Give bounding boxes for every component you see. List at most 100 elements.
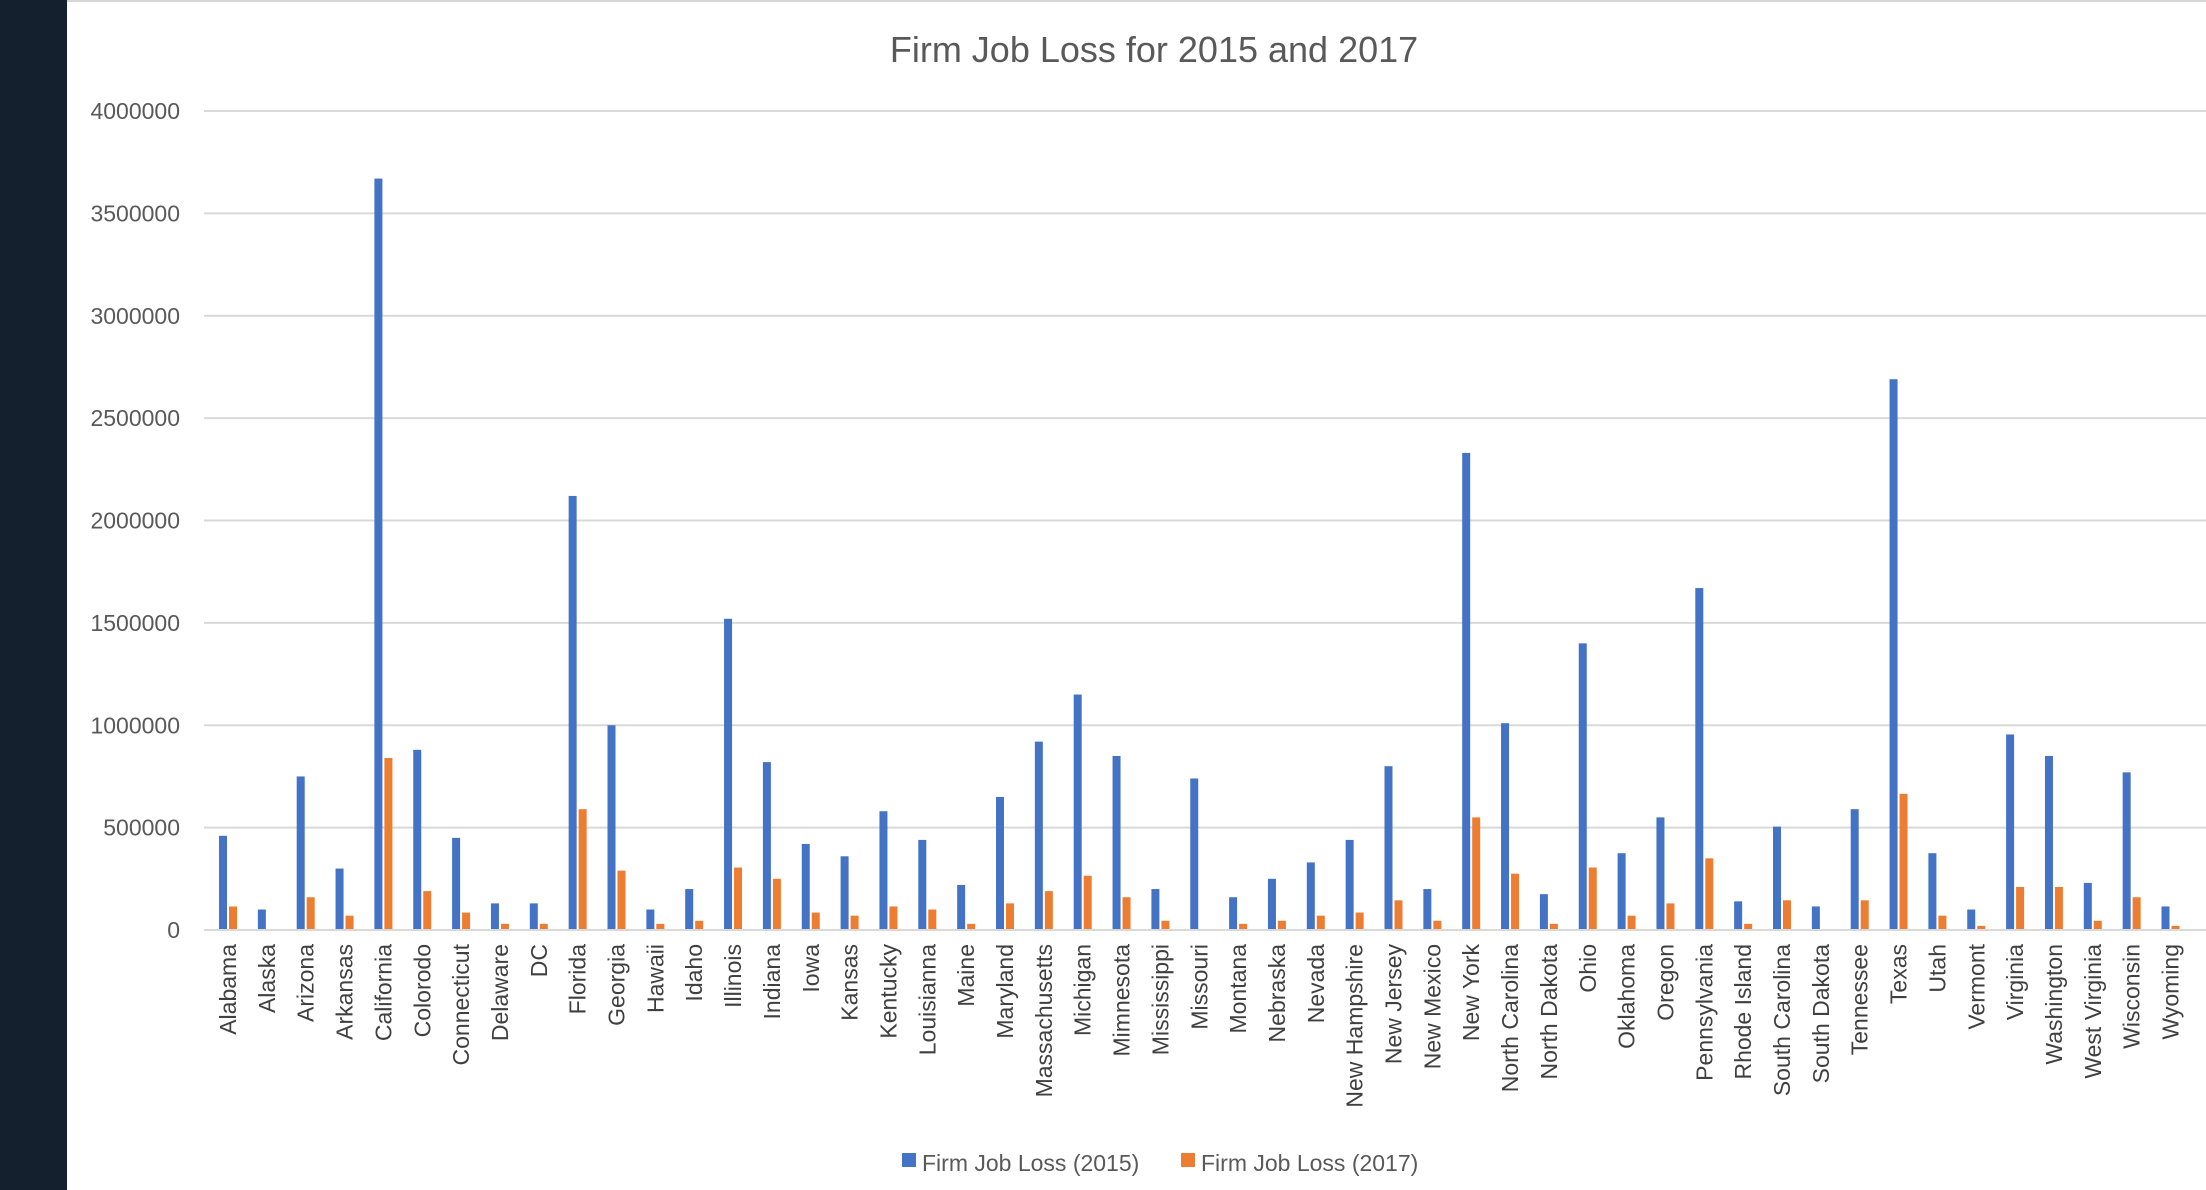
bar-2017: [618, 871, 626, 930]
bar-2015: [918, 840, 926, 930]
bar-2017: [346, 916, 354, 930]
bar-2015: [763, 762, 771, 930]
legend-label-2017: Firm Job Loss (2017): [1201, 1150, 1418, 1176]
x-axis-category-labels: Alabama Alaska Arizona Arkansas California Co…: [215, 943, 2184, 1107]
x-category-label: New Jersey: [1381, 944, 1407, 1065]
bar-2015: [996, 797, 1004, 930]
bar-2017: [928, 910, 936, 930]
bar-2015: [1035, 742, 1043, 930]
x-category-label: Virginia: [2002, 944, 2028, 1020]
bar-2017: [462, 913, 470, 930]
bar-2015: [802, 844, 810, 930]
x-category-label: South Carolina: [1769, 944, 1795, 1096]
bar-2015: [413, 750, 421, 930]
bar-2015: [1385, 766, 1393, 930]
bar-2017: [1900, 794, 1908, 930]
bar-2017: [2016, 887, 2024, 930]
y-tick-label: 1500000: [90, 610, 180, 636]
bar-2017: [1783, 900, 1791, 930]
x-category-label: Arkansas: [332, 944, 358, 1040]
bar-2017: [229, 906, 237, 930]
x-category-label: Iowa: [798, 944, 824, 993]
x-category-label: New Mexico: [1419, 944, 1445, 1069]
bar-2017: [1628, 916, 1636, 930]
bar-2017: [812, 913, 820, 930]
bar-2015: [569, 496, 577, 930]
bar-2015: [1695, 588, 1703, 930]
bar-2015: [1773, 827, 1781, 930]
bar-2015: [1151, 889, 1159, 930]
bar-2017: [1084, 876, 1092, 930]
bar-2015: [1618, 853, 1626, 930]
bar-2015: [530, 903, 538, 930]
bar-2015: [2045, 756, 2053, 930]
x-category-label: Delaware: [487, 944, 513, 1041]
y-tick-label: 4000000: [90, 98, 180, 124]
x-category-label: New York: [1458, 944, 1484, 1042]
x-category-label: California: [370, 944, 396, 1041]
bar-2015: [1423, 889, 1431, 930]
x-category-label: Rhode Island: [1730, 944, 1756, 1080]
bar-2017: [1123, 897, 1131, 930]
x-category-label: Ohio: [1575, 944, 1601, 993]
bar-2017: [1395, 900, 1403, 930]
y-tick-label: 0: [167, 917, 180, 943]
bar-2017: [851, 916, 859, 930]
x-category-label: Massachusetts: [1031, 944, 1057, 1097]
bar-2015: [608, 725, 616, 930]
bar-2015: [1501, 723, 1509, 930]
legend-swatch-2017: [1181, 1153, 1195, 1167]
x-category-label: Utah: [1924, 944, 1950, 993]
y-tick-label: 2500000: [90, 405, 180, 431]
bar-2015: [452, 838, 460, 930]
bar-2015: [2006, 734, 2014, 930]
bar-2015: [374, 179, 382, 930]
x-category-label: Nevada: [1303, 944, 1329, 1023]
x-category-label: New Hampshire: [1342, 944, 1368, 1108]
x-category-label: West Virginia: [2080, 944, 2106, 1079]
x-category-label: Mississippi: [1147, 944, 1173, 1055]
x-category-label: Wyoming: [2158, 944, 2184, 1040]
bar-2017: [1433, 921, 1441, 930]
bar-2015: [1656, 817, 1664, 930]
bars: [219, 179, 2180, 930]
bar-2017: [1589, 868, 1597, 930]
x-category-label: Washington: [2041, 944, 2067, 1065]
bar-2017: [773, 879, 781, 930]
bar-2017: [1161, 921, 1169, 930]
bar-2017: [1045, 891, 1053, 930]
bar-2015: [1928, 853, 1936, 930]
bar-2017: [695, 921, 703, 930]
x-category-label: Alabama: [215, 944, 241, 1035]
bar-2017: [1705, 858, 1713, 930]
bar-2015: [2084, 883, 2092, 930]
bar-2017: [1006, 903, 1014, 930]
bar-2015: [336, 869, 344, 930]
bar-2017: [2094, 921, 2102, 930]
bar-2017: [1511, 874, 1519, 930]
x-category-label: North Dakota: [1536, 944, 1562, 1080]
bar-2015: [491, 903, 499, 930]
bar-2015: [646, 910, 654, 930]
bar-2015: [1190, 778, 1198, 930]
legend-label-2015: Firm Job Loss (2015): [922, 1150, 1139, 1176]
bar-2015: [1462, 453, 1470, 930]
bar-2017: [307, 897, 315, 930]
x-category-label: South Dakota: [1808, 944, 1834, 1084]
x-category-label: Georgia: [604, 944, 630, 1026]
x-category-label: Kentucky: [875, 944, 901, 1039]
x-category-label: Kansas: [837, 944, 863, 1021]
y-tick-label: 2000000: [90, 508, 180, 534]
bar-2015: [685, 889, 693, 930]
bar-2015: [1229, 897, 1237, 930]
bar-2015: [2162, 906, 2170, 930]
bar-2017: [1666, 903, 1674, 930]
legend-swatch-2015: [902, 1153, 916, 1167]
bar-2015: [724, 619, 732, 930]
bar-2015: [2123, 772, 2131, 930]
bar-2015: [957, 885, 965, 930]
x-category-label: Florida: [565, 944, 591, 1015]
x-category-label: Connecticut: [448, 943, 474, 1065]
x-category-label: Missouri: [1186, 944, 1212, 1030]
